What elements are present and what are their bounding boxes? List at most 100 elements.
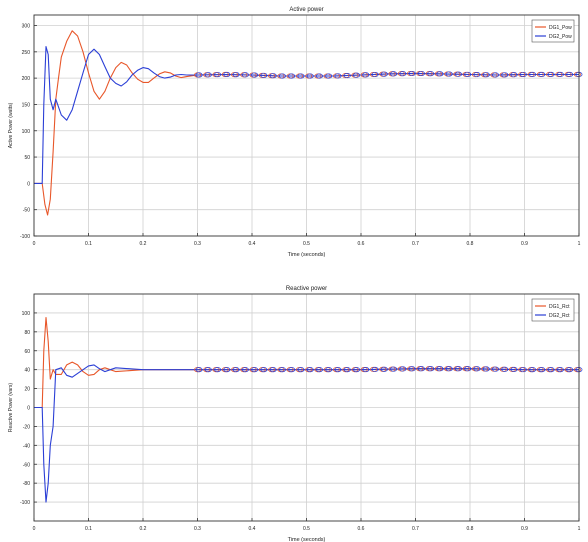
chart-2-y-tick-label: 0 [27,406,30,412]
chart-2-x-tick-label: 1 [578,526,581,532]
chart-2-bead [352,367,361,373]
chart-2-x-tick-label: 0.6 [358,526,365,532]
chart-1-y-axis-label: Active Power (watts) [8,102,14,148]
chart-2-y-tick-label: 100 [22,311,31,317]
chart-2-bead [464,366,472,372]
chart-2-y-tick-label: 60 [24,349,30,355]
chart-2-y-tick-label: -100 [20,500,30,506]
chart-1-bead [528,71,537,78]
chart-1-y-tick-label: 200 [22,76,31,82]
chart-1-group: 0 0.1 0.2 0.3 0.4 0.5 0.6 0.7 0.8 0.9 1 -100 -50 0 50 1… [8,7,583,258]
chart-1-bead [501,72,509,78]
chart-2-bead [454,366,462,372]
chart-1-bead [417,70,425,77]
chart-1-x-tick-label: 0.1 [85,241,92,247]
chart-2-x-tick-label: 0.7 [412,526,419,532]
chart-2-y-tick-label: -60 [23,462,30,468]
chart-1-y-tick-label: -50 [23,208,30,214]
chart-1-bead [251,72,259,78]
chart-2-x-tick-label: 0.1 [85,526,92,532]
chart-1-x-tick-label: 0.3 [194,241,201,247]
chart-2-bead [399,366,407,372]
chart-2-bead [519,367,527,373]
chart-2-bead [306,367,314,373]
chart-1-y-tick-label: 250 [22,50,31,56]
chart-1-bead [390,71,398,77]
chart-1-bead [464,71,472,77]
chart-2-series-2-line [34,364,579,503]
chart-2-bead [232,367,240,373]
chart-2-bead [288,367,296,373]
chart-1-title: Active power [289,7,323,13]
chart-2-bead [427,366,435,372]
chart-1-y-tick-label: 50 [24,155,30,161]
chart-1-bead [223,71,231,78]
chart-1-legend-label-1: DG1_Pow [549,25,572,31]
chart-2-bead [223,367,231,373]
chart-1-bead [566,71,574,78]
chart-2-bead [482,366,490,372]
chart-1-y-tick-label: 150 [22,102,31,108]
chart-1-bead [399,71,407,77]
chart-2-bead [547,367,555,373]
chart-1-bead [547,71,555,78]
chart-1-bead [325,73,333,79]
chart-1-x-tick-label: 0.5 [303,241,310,247]
chart-2-bead [566,367,574,373]
chart-2-bead [315,367,323,373]
chart-1-legend-label-2: DG2_Pow [549,34,572,40]
chart-2-bead [260,367,268,373]
chart-1-bead [297,73,305,79]
chart-1-axes-frame [33,14,580,237]
chart-1-bead [445,71,453,77]
chart-1-bead [315,73,323,79]
chart-2-x-tick-label: 0.3 [194,526,201,532]
chart-2-x-tick-label: 0.2 [140,526,147,532]
chart-1-bead [362,72,370,78]
chart-2-bead [204,367,212,373]
chart-1-x-tick-label: 1 [578,241,581,247]
chart-2-bead [371,366,379,372]
chart-2-bead [251,367,259,373]
chart-2-x-tick-label: 0.4 [249,526,256,532]
chart-2-bead [278,367,286,373]
chart-2-axes-frame [33,293,580,522]
chart-2-bead [213,367,222,373]
chart-1-bead [195,72,203,78]
chart-1-bead [269,73,277,79]
chart-2-bead [538,367,546,373]
chart-1-bead [204,72,212,78]
chart-2-bead [510,366,518,373]
chart-2-x-axis-label: Time (seconds) [288,537,326,542]
chart-2-bead [501,366,509,372]
chart-2-x-tick-label: 0.9 [521,526,528,532]
chart-2-y-tick-label: -80 [23,481,30,487]
chart-2-bead [195,367,203,373]
chart-2-bead [417,366,425,372]
chart-1-bead [306,73,314,79]
chart-1-bead [278,73,286,79]
chart-2-y-tick-label: -20 [23,424,30,430]
chart-1-bead [473,72,481,78]
chart-1-x-tick-label: 0.7 [412,241,419,247]
chart-2-bead [325,367,333,373]
chart-2-bead [445,366,453,372]
chart-1-bead [343,73,351,79]
chart-1-bead [519,71,527,78]
chart-1-x-tick-label: 0 [33,241,36,247]
chart-2-title: Reactive power [286,286,327,292]
chart-2-bead [380,366,388,372]
chart-2-bead [390,366,398,372]
chart-2-bead [241,367,249,373]
chart-1-bead [260,72,268,78]
chart-2-x-tick-label: 0.8 [467,526,474,532]
chart-2-bead [343,367,351,373]
chart-1-y-tick-label: 100 [22,129,31,135]
chart-1-bead [213,72,222,78]
chart-1-bead [491,72,500,78]
chart-1-bead [510,72,518,78]
chart-1-x-tick-label: 0.9 [521,241,528,247]
chart-2-x-tick-label: 0 [33,526,36,532]
chart-1-bead [241,72,249,78]
